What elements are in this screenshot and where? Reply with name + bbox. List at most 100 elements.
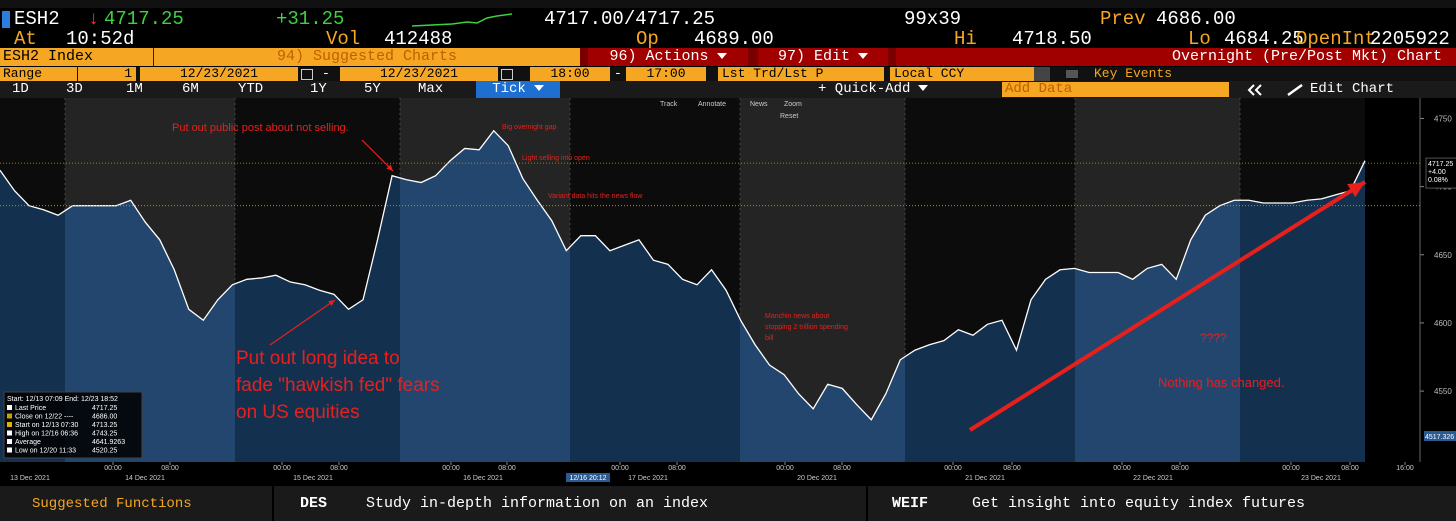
x-tick-label: 08:00	[330, 465, 348, 472]
prev-value: 4686.00	[1156, 8, 1236, 30]
footer-divider	[272, 486, 274, 521]
legend-value: 4743.25	[92, 431, 117, 438]
x-axis-bg	[0, 462, 1456, 486]
footer	[0, 486, 1456, 521]
sparkline	[412, 13, 512, 27]
security-field[interactable]: ESH2 Index	[0, 48, 153, 66]
start-date[interactable]: 12/23/2021	[140, 67, 298, 81]
currency[interactable]: Local CCY	[890, 67, 1034, 81]
last-price-label: 4717.25	[1428, 161, 1453, 168]
period-button[interactable]: 1Y	[310, 81, 327, 97]
stat-label: Lo	[1188, 28, 1211, 50]
arrow-head	[1347, 182, 1365, 198]
period-button[interactable]: 1M	[126, 81, 143, 97]
low-label: 4517.326	[1425, 434, 1454, 441]
annotation: stopping 2 trillion spending	[765, 324, 848, 331]
quick-add[interactable]: + Quick-Add	[818, 81, 928, 98]
function-text[interactable]: Get insight into equity index futures	[972, 495, 1306, 512]
chart-name: Overnight (Pre/Post Mkt) Chart	[896, 48, 1456, 66]
legend-label: Start on 12/13 07:30	[15, 422, 79, 429]
stat-value: 412488	[384, 28, 453, 50]
legend-label: High on 12/16 06:36	[15, 431, 78, 438]
annotation: Variant data hits the news flow	[548, 193, 643, 200]
bid-ask: 4717.00/4717.25	[544, 8, 716, 30]
range-count[interactable]: 1	[78, 67, 136, 81]
legend-swatch	[7, 413, 12, 419]
y-tick-label: 4650	[1434, 251, 1452, 260]
time-separator: -	[614, 66, 622, 81]
collapse-icon[interactable]	[1246, 84, 1266, 96]
function-code[interactable]: WEIF	[892, 495, 929, 512]
period-button[interactable]: 6M	[182, 81, 199, 97]
chart-tool[interactable]: Zoom	[784, 101, 802, 108]
arrow-head	[328, 300, 335, 307]
period-button[interactable]: 1D	[12, 81, 29, 97]
legend-value: 4686.00	[92, 414, 117, 421]
legend-value: 4641.9263	[92, 439, 125, 446]
annotation-arrow	[269, 299, 336, 346]
x-date-label: 22 Dec 2021	[1133, 475, 1173, 482]
ticker: ESH2	[14, 8, 60, 30]
net-change: +31.25	[276, 8, 345, 30]
chart-tool[interactable]: Reset	[780, 113, 798, 120]
end-date[interactable]: 12/23/2021	[340, 67, 498, 81]
key-events[interactable]: Key Events	[1094, 66, 1173, 81]
actions-menu[interactable]: 96) Actions	[588, 48, 748, 66]
suggested-functions[interactable]: Suggested Functions	[32, 496, 192, 512]
last-price-box	[1425, 157, 1456, 189]
annotation: fade "hawkish fed" fears	[236, 375, 440, 396]
period-button[interactable]: 3D	[66, 81, 83, 97]
x-tick-label: 08:00	[161, 465, 179, 472]
x-tick-label: 00:00	[611, 465, 629, 472]
x-date-label: 20 Dec 2021	[797, 475, 837, 482]
price-line	[0, 129, 1366, 421]
legend-box	[3, 391, 143, 459]
x-tick-label: 08:00	[1341, 465, 1359, 472]
period-button[interactable]: Max	[418, 81, 444, 97]
x-date-label: 17 Dec 2021	[628, 475, 668, 482]
add-data-input[interactable]: Add Data	[1002, 82, 1229, 97]
annotation: Manchin news about	[765, 313, 829, 320]
edit-chart[interactable]: Edit Chart	[1310, 81, 1395, 97]
price-type[interactable]: Lst Trd/Lst P	[718, 67, 884, 81]
calendar-icon[interactable]	[501, 69, 513, 80]
legend-label: Close on 12/22 ----	[15, 414, 74, 421]
chart-tool[interactable]: News	[750, 101, 768, 108]
chart-tool[interactable]: Annotate	[698, 101, 726, 108]
x-tick-label: 00:00	[104, 465, 122, 472]
period-button[interactable]: 5Y	[364, 81, 381, 97]
y-tick-label: 4550	[1434, 387, 1452, 396]
checkbox[interactable]	[1066, 70, 1078, 78]
x-tick-label: 08:00	[498, 465, 516, 472]
legend-value: 4520.25	[92, 448, 117, 455]
y-tick-label: 4600	[1434, 319, 1452, 328]
function-text[interactable]: Study in-depth information on an index	[366, 495, 709, 512]
calendar-icon[interactable]	[301, 69, 313, 80]
last-price: 4717.25	[104, 8, 184, 30]
legend-swatch	[7, 439, 12, 444]
interval-select[interactable]: Tick	[476, 81, 560, 98]
annotation: on US equities	[236, 402, 360, 423]
cursor-box	[566, 473, 610, 482]
bid-ask-size: 99x39	[904, 8, 962, 30]
edit-menu[interactable]: 97) Edit	[758, 48, 888, 66]
x-tick-label: 00:00	[1113, 465, 1131, 472]
x-tick-label: 08:00	[1003, 465, 1021, 472]
chart-tool[interactable]: Track	[660, 101, 678, 108]
x-tick-label: 00:00	[1282, 465, 1300, 472]
stat-label: OpenInt	[1296, 28, 1376, 50]
end-time[interactable]: 17:00	[626, 67, 706, 81]
x-date-label: 16 Dec 2021	[463, 475, 503, 482]
pencil-icon[interactable]	[1286, 84, 1304, 96]
function-code[interactable]: DES	[300, 495, 328, 512]
annotation: ????	[1200, 331, 1227, 345]
x-tick-label: 00:00	[776, 465, 794, 472]
period-button[interactable]: YTD	[238, 81, 264, 97]
ticker-flag	[2, 11, 10, 28]
currency-dropdown[interactable]	[1034, 67, 1050, 81]
suggested-charts[interactable]: 94) Suggested Charts	[154, 48, 580, 66]
start-time[interactable]: 18:00	[530, 67, 610, 81]
x-date-label: 13 Dec 2021	[10, 475, 50, 482]
annotation: bill	[765, 335, 774, 342]
stat-label: Vol	[326, 28, 361, 50]
